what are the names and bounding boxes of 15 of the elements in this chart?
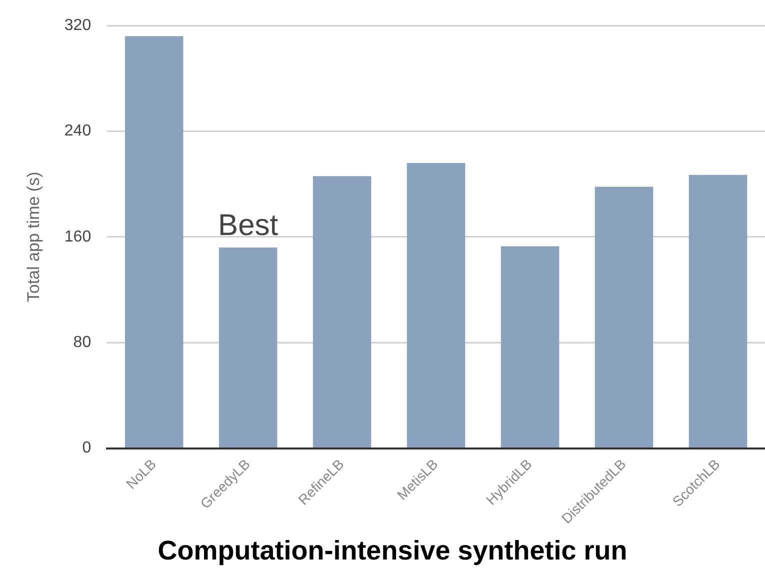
y-tick-label: 320 — [64, 17, 92, 34]
annotation: Best — [218, 208, 279, 242]
y-tick-label: 160 — [64, 228, 92, 246]
bar — [218, 248, 278, 448]
bar — [500, 246, 560, 448]
bar — [124, 36, 184, 448]
text: Computation-intensive synthetic run — [158, 535, 628, 566]
y-axis-title: Total app time (s) — [24, 172, 43, 302]
y-tick-label: 80 — [73, 334, 92, 352]
y-tick-label: 240 — [64, 122, 92, 140]
bar — [594, 186, 654, 448]
bar — [312, 176, 372, 448]
bar — [688, 174, 748, 448]
y-tick-label: 0 — [82, 440, 92, 457]
bar — [406, 162, 466, 448]
